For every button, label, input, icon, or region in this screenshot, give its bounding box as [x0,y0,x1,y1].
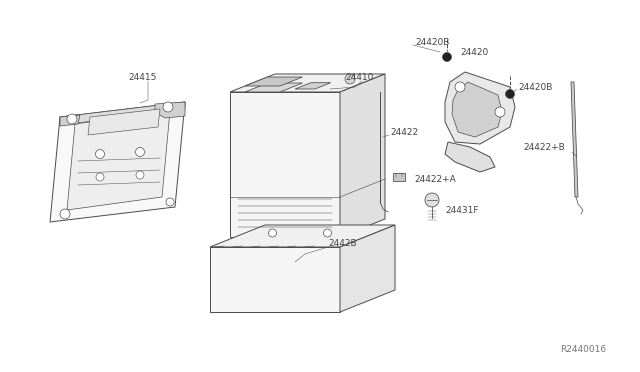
Circle shape [96,173,104,181]
Circle shape [67,114,77,124]
Polygon shape [50,102,185,222]
Text: 24410: 24410 [345,73,373,81]
Text: 24431F: 24431F [445,205,479,215]
Text: 2442B: 2442B [328,240,356,248]
Polygon shape [155,102,185,118]
Polygon shape [210,247,340,312]
Circle shape [95,150,104,158]
Text: 24420B: 24420B [415,38,449,46]
Circle shape [425,193,439,207]
Circle shape [136,171,144,179]
Polygon shape [245,77,303,86]
Text: R2440016: R2440016 [560,346,606,355]
Polygon shape [452,82,502,137]
Circle shape [136,148,145,157]
Polygon shape [210,225,395,247]
Circle shape [166,198,174,206]
Polygon shape [60,115,80,126]
Text: 24422+B: 24422+B [523,142,564,151]
Circle shape [60,209,70,219]
Polygon shape [571,82,578,197]
Circle shape [455,82,465,92]
Polygon shape [60,102,185,125]
Polygon shape [230,92,340,237]
Polygon shape [340,74,385,237]
Text: 24422+A: 24422+A [414,174,456,183]
Circle shape [163,102,173,112]
Text: 24415: 24415 [128,73,156,81]
Polygon shape [67,111,170,210]
Polygon shape [393,173,405,181]
Circle shape [495,107,505,117]
Text: 24420: 24420 [460,48,488,57]
Text: 24420B: 24420B [518,83,552,92]
Polygon shape [88,109,160,135]
Polygon shape [445,142,495,172]
Circle shape [323,229,332,237]
Circle shape [269,229,276,237]
Text: 24422: 24422 [390,128,418,137]
Circle shape [442,52,451,61]
Polygon shape [295,83,331,89]
Circle shape [506,90,515,99]
Polygon shape [245,83,303,92]
Polygon shape [445,72,515,144]
Polygon shape [340,225,395,312]
Polygon shape [230,74,385,92]
Circle shape [345,74,355,84]
